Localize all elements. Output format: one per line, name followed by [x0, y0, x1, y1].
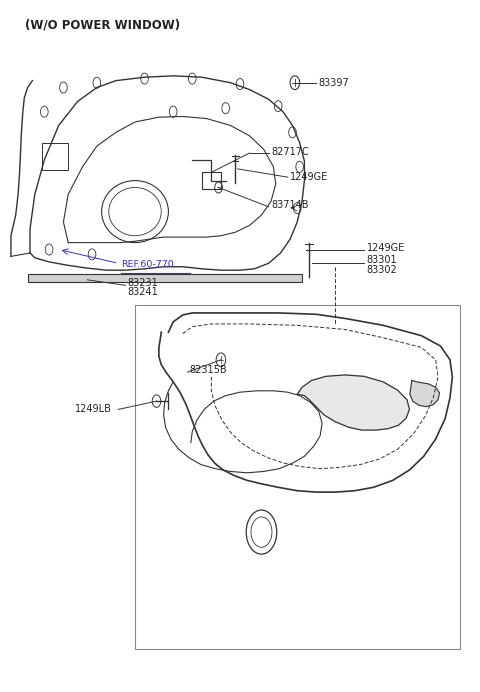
Text: (W/O POWER WINDOW): (W/O POWER WINDOW): [25, 19, 180, 32]
Text: 83241: 83241: [128, 287, 158, 298]
Polygon shape: [297, 375, 409, 430]
Text: 1249GE: 1249GE: [290, 172, 328, 182]
Text: 1249GE: 1249GE: [366, 243, 405, 253]
Text: 83714B: 83714B: [271, 201, 309, 210]
Text: REF.60-770: REF.60-770: [120, 260, 173, 269]
Text: 82315B: 82315B: [189, 365, 227, 375]
Text: 83231: 83231: [128, 277, 158, 288]
Text: 1249LB: 1249LB: [75, 404, 112, 415]
Text: 82717C: 82717C: [271, 147, 309, 156]
Polygon shape: [410, 381, 440, 407]
Text: 83302: 83302: [366, 265, 397, 275]
Text: 83301: 83301: [366, 255, 397, 265]
Polygon shape: [28, 273, 302, 282]
Text: 83397: 83397: [319, 78, 349, 88]
